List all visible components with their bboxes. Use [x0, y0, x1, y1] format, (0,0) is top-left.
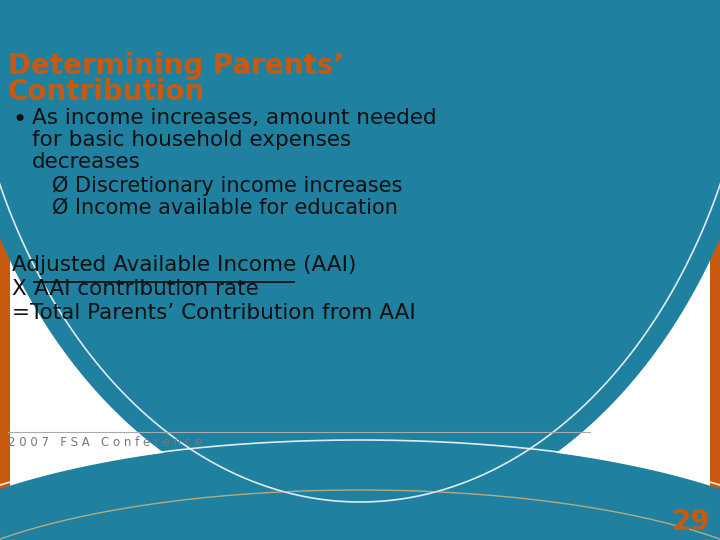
Text: =Total Parents’ Contribution from AAI: =Total Parents’ Contribution from AAI: [12, 303, 415, 323]
Text: Contribution: Contribution: [8, 78, 205, 106]
Polygon shape: [0, 440, 720, 540]
Text: •: •: [12, 108, 26, 132]
Text: X: X: [12, 279, 34, 299]
Text: 29: 29: [671, 508, 710, 536]
Polygon shape: [0, 0, 720, 520]
Text: As income increases, amount needed: As income increases, amount needed: [32, 108, 436, 128]
Text: Determining Parents’: Determining Parents’: [8, 52, 344, 80]
Text: AAI contribution rate: AAI contribution rate: [34, 279, 258, 299]
Text: Ø Income available for education: Ø Income available for education: [52, 198, 398, 218]
Text: decreases: decreases: [32, 152, 141, 172]
Text: Ø Discretionary income increases: Ø Discretionary income increases: [52, 176, 402, 197]
Text: Adjusted Available Income (AAI): Adjusted Available Income (AAI): [12, 255, 356, 275]
FancyBboxPatch shape: [10, 30, 710, 510]
Text: for basic household expenses: for basic household expenses: [32, 130, 351, 150]
Text: 2 0 0 7   F S A   C o n f e r e n c e: 2 0 0 7 F S A C o n f e r e n c e: [8, 436, 202, 449]
Ellipse shape: [10, 15, 710, 525]
